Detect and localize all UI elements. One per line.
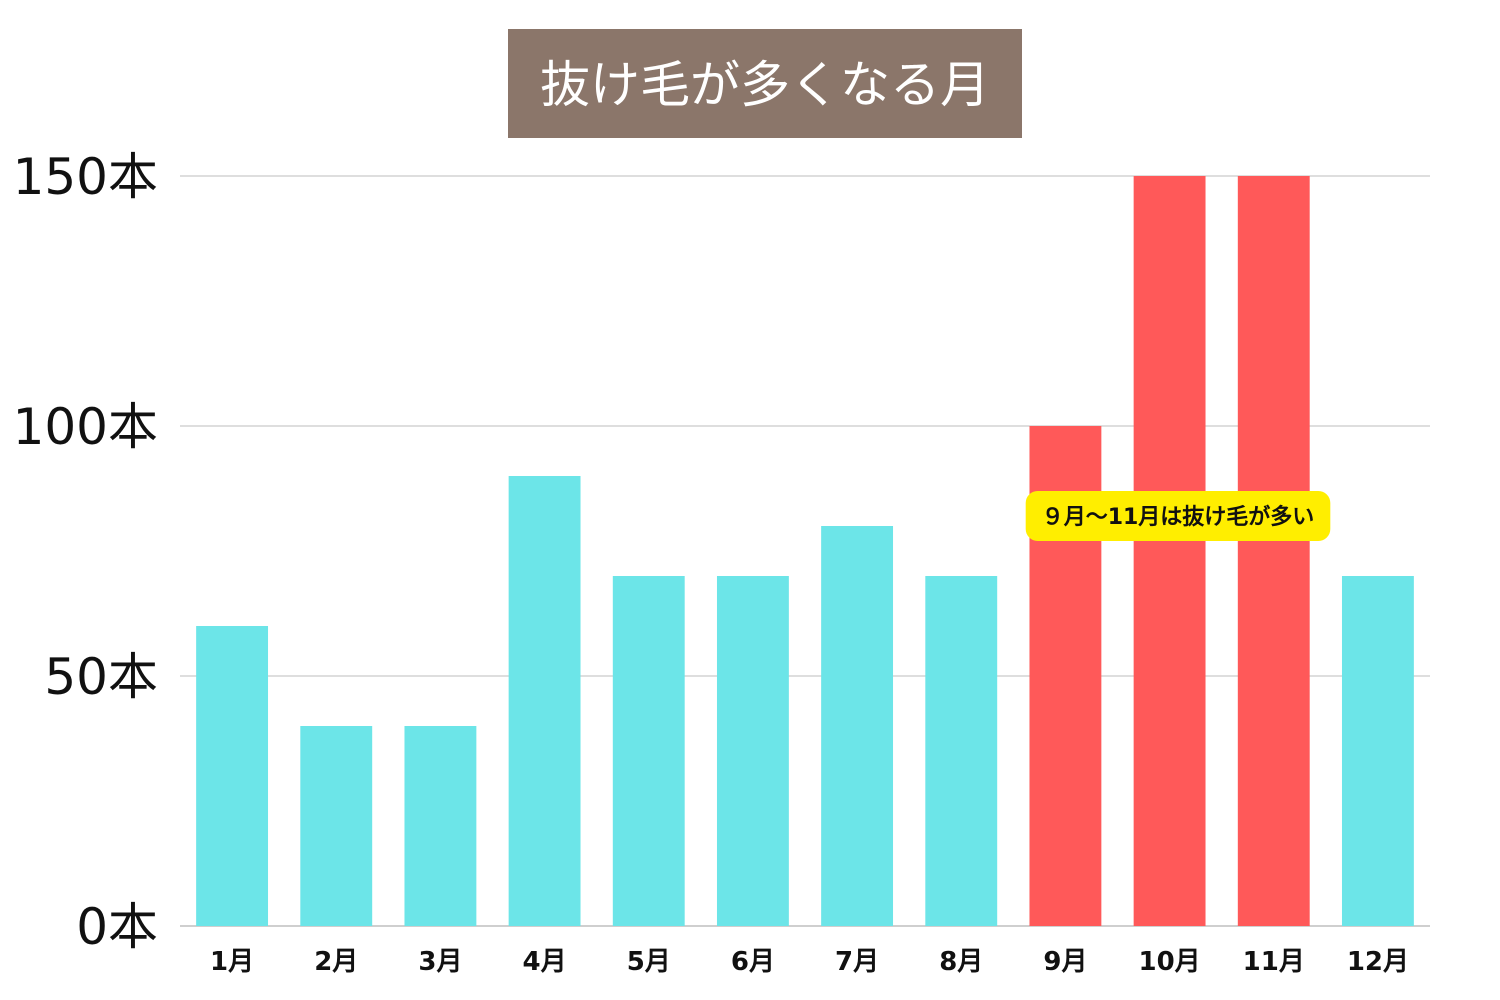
y-axis-tick-labels: 0本 50本 100本 150本 (13, 148, 158, 956)
bar-3 (404, 726, 477, 926)
bar-10 (1133, 176, 1206, 926)
bar-12 (1341, 576, 1414, 926)
x-tick-label-8: 8月 (939, 947, 983, 977)
chart-title-background (508, 29, 1022, 138)
bar-2 (300, 726, 373, 926)
bar-5 (612, 576, 685, 926)
x-tick-label-7: 7月 (835, 947, 879, 977)
y-tick-label-100: 100本 (13, 398, 158, 456)
bar-6 (716, 576, 789, 926)
x-tick-label-9: 9月 (1043, 947, 1087, 977)
y-tick-label-150: 150本 (13, 148, 158, 206)
chart-title: 抜け毛が多くなる月 (508, 29, 1022, 138)
x-tick-label-4: 4月 (523, 947, 567, 977)
x-tick-label-1: 1月 (210, 947, 254, 977)
y-tick-label-50: 50本 (44, 648, 158, 706)
y-tick-label-0: 0本 (76, 898, 158, 956)
gridlines (180, 175, 1430, 927)
x-tick-label-6: 6月 (731, 947, 775, 977)
x-tick-label-11: 11月 (1243, 947, 1305, 977)
x-tick-label-5: 5月 (627, 947, 671, 977)
annotation-callout: ９月〜11月は抜け毛が多い (1025, 491, 1331, 541)
annotation-callout-text: ９月〜11月は抜け毛が多い (1042, 504, 1315, 530)
bar-11 (1237, 176, 1310, 926)
bar-8 (925, 576, 998, 926)
x-tick-label-12: 12月 (1347, 947, 1409, 977)
bar-1 (196, 626, 269, 926)
chart-title-text: 抜け毛が多くなる月 (540, 56, 990, 114)
annotation-callout-background (1025, 491, 1331, 541)
bar-4 (508, 476, 581, 926)
bars (196, 176, 1414, 926)
x-tick-label-2: 2月 (314, 947, 358, 977)
bar-7 (821, 526, 894, 926)
x-axis-tick-labels: 1月 2月 3月 4月 5月 6月 7月 8月 9月 10月 11月 12月 (210, 947, 1409, 977)
x-tick-label-3: 3月 (418, 947, 462, 977)
x-tick-label-10: 10月 (1138, 947, 1200, 977)
